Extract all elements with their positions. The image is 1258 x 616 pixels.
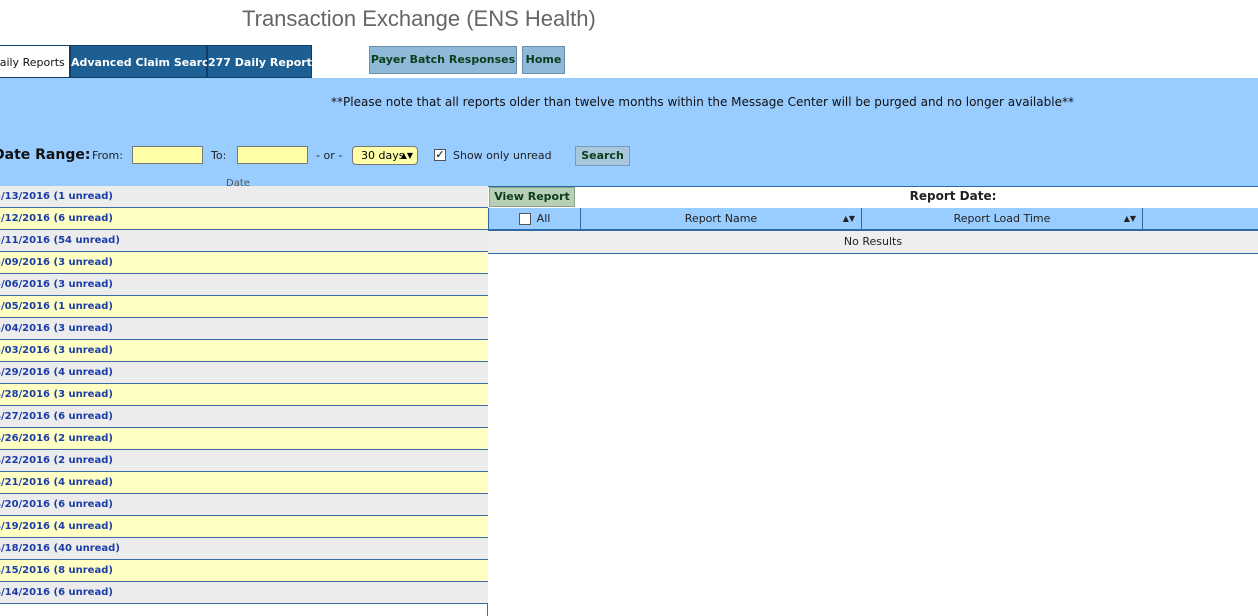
date-link[interactable]: 4/22/2016 (2 unread) — [0, 455, 113, 466]
subtitle: (ENS Health) — [466, 6, 596, 31]
title: Transaction Exchange — [242, 6, 461, 31]
select-all[interactable]: All — [488, 208, 580, 231]
date-row[interactable]: 4/21/2016 (4 unread) — [0, 472, 488, 494]
date-row[interactable]: 5/11/2016 (54 unread) — [0, 230, 488, 252]
tab[interactable]: Daily Reports — [0, 45, 70, 78]
unread-checkbox[interactable]: ✓ — [434, 148, 446, 161]
date-row[interactable]: 4/26/2016 (2 unread) — [0, 428, 488, 450]
date-link[interactable]: 4/28/2016 (3 unread) — [0, 389, 113, 400]
column-header — [1142, 208, 1258, 231]
date-link[interactable]: 4/20/2016 (6 unread) — [0, 499, 113, 510]
date-list: Date 5/13/2016 (1 unread) 5/12/2016 (6 un… — [0, 178, 488, 616]
date-row[interactable]: 5/03/2016 (3 unread) — [0, 340, 488, 362]
date-link[interactable]: 5/05/2016 (1 unread) — [0, 301, 113, 312]
from-label: From: — [92, 149, 123, 162]
list-header: Date — [226, 178, 250, 189]
date-link[interactable]: 5/06/2016 (3 unread) — [0, 279, 113, 290]
from-input[interactable] — [132, 146, 203, 164]
nav-button[interactable]: Home — [522, 46, 565, 74]
to-input[interactable] — [237, 146, 308, 164]
date-row[interactable]: 5/04/2016 (3 unread) — [0, 318, 488, 340]
empty-row: No Results — [488, 231, 1258, 254]
date-link[interactable]: 5/13/2016 (1 unread) — [0, 191, 113, 202]
view-report-button[interactable]: View Report — [489, 187, 575, 207]
unread-label: Show only unread — [453, 149, 552, 162]
date-link[interactable]: 4/18/2016 (40 unread) — [0, 543, 120, 554]
date-row[interactable]: 4/18/2016 (40 unread) — [0, 538, 488, 560]
tab[interactable]: Advanced Claim Search — [70, 45, 216, 78]
or-label: - or - — [316, 149, 343, 162]
date-link[interactable]: 5/11/2016 (54 unread) — [0, 235, 120, 246]
date-link[interactable]: 5/04/2016 (3 unread) — [0, 323, 113, 334]
nav-button[interactable]: Payer Batch Responses — [369, 46, 517, 74]
date-link[interactable]: 5/12/2016 (6 unread) — [0, 213, 113, 224]
date-row[interactable]: 4/28/2016 (3 unread) — [0, 384, 488, 406]
range-value: 30 days — [361, 149, 405, 162]
date-row[interactable]: 5/12/2016 (6 unread) — [0, 208, 488, 230]
divider — [488, 186, 1258, 187]
column-header[interactable]: Report Name ▲▼ — [580, 208, 861, 231]
all-label: All — [536, 212, 551, 225]
range-select[interactable]: 30 days ▲▼ — [352, 146, 418, 165]
date-row[interactable]: 5/09/2016 (3 unread) — [0, 252, 488, 274]
search-button[interactable]: Search — [575, 146, 630, 166]
date-link[interactable]: 4/27/2016 (6 unread) — [0, 411, 113, 422]
to-label: To: — [211, 149, 227, 162]
column-header[interactable]: Report Load Time ▲▼ — [861, 208, 1142, 231]
date-link[interactable]: 4/21/2016 (4 unread) — [0, 477, 113, 488]
date-row[interactable]: 4/15/2016 (8 unread) — [0, 560, 488, 582]
date-range-label: Date Range: — [0, 147, 91, 163]
app-title: Transaction Exchange (ENS Health) — [242, 6, 596, 32]
report-date-label: Report Date: — [909, 189, 997, 203]
filter-panel — [0, 78, 1258, 186]
date-row[interactable]: 4/27/2016 (6 unread) — [0, 406, 488, 428]
date-link[interactable]: 4/29/2016 (4 unread) — [0, 367, 113, 378]
date-row[interactable]: 5/13/2016 (1 unread) — [0, 186, 488, 208]
date-row[interactable]: 4/20/2016 (6 unread) — [0, 494, 488, 516]
date-link[interactable]: 4/14/2016 (6 unread) — [0, 587, 113, 598]
date-row[interactable]: 4/29/2016 (4 unread) — [0, 362, 488, 384]
date-link[interactable]: 4/26/2016 (2 unread) — [0, 433, 113, 444]
column-label: Report Name — [684, 212, 758, 225]
tab[interactable]: 277 Daily Reports — [207, 45, 318, 78]
date-link[interactable]: 5/09/2016 (3 unread) — [0, 257, 113, 268]
date-row[interactable]: 5/06/2016 (3 unread) — [0, 274, 488, 296]
date-link[interactable]: 4/15/2016 (8 unread) — [0, 565, 113, 576]
date-row[interactable]: 4/14/2016 (6 unread) — [0, 582, 488, 604]
column-label: Report Load Time — [953, 212, 1051, 225]
date-row[interactable]: 4/19/2016 (4 unread) — [0, 516, 488, 538]
date-row[interactable]: 5/05/2016 (1 unread) — [0, 296, 488, 318]
date-link[interactable]: 5/03/2016 (3 unread) — [0, 345, 113, 356]
date-row[interactable]: 4/22/2016 (2 unread) — [0, 450, 488, 472]
date-link[interactable]: 4/19/2016 (4 unread) — [0, 521, 113, 532]
notice: **Please note that all reports older tha… — [331, 95, 1074, 109]
